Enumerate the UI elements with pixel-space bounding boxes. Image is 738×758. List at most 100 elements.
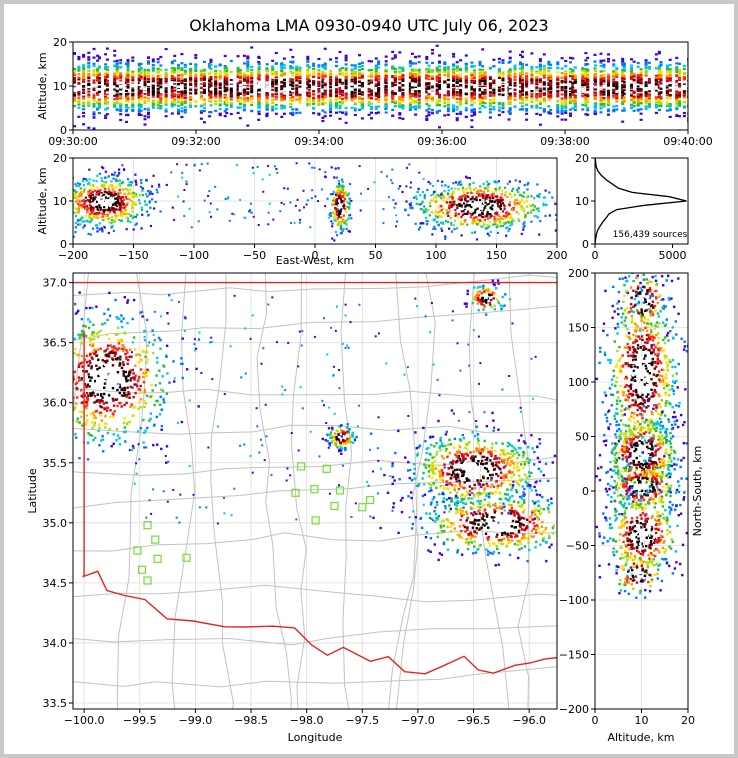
time-source-cell — [470, 94, 474, 97]
time-source-cell — [443, 94, 447, 97]
time-source-cell — [229, 91, 233, 94]
time-source-cell — [377, 87, 381, 90]
time-source-cell — [159, 95, 163, 98]
time-source-cell — [401, 86, 405, 89]
time-source-cell — [257, 69, 261, 72]
time-source-cell — [556, 109, 560, 112]
time-source-cell — [82, 108, 86, 111]
time-source-cell — [632, 60, 636, 63]
time-source-cell — [665, 97, 669, 100]
time-source-cell — [335, 89, 338, 92]
time-source-cell — [417, 92, 421, 95]
time-source-cell — [560, 72, 564, 75]
time-source-cell — [455, 101, 459, 104]
time-source-cell — [335, 57, 338, 60]
time-source-cell — [525, 109, 529, 112]
time-source-cell — [573, 74, 577, 77]
time-source-cell — [298, 111, 302, 114]
time-source-cell — [189, 74, 193, 77]
time-source-cell — [298, 75, 302, 78]
time-source-cell — [657, 71, 661, 74]
time-source-cell — [659, 74, 663, 77]
time-source-cell — [384, 85, 388, 88]
time-source-cell — [492, 108, 496, 111]
time-source-cell — [307, 97, 311, 100]
time-source-cell — [87, 103, 91, 106]
time-source-cell — [374, 72, 378, 75]
time-source-cell — [573, 90, 577, 93]
time-source-cell — [446, 69, 450, 72]
time-source-cell — [602, 93, 606, 96]
time-source-cell — [508, 97, 512, 100]
time-source-cell — [170, 101, 174, 104]
time-source-cell — [225, 103, 229, 107]
time-source-cell — [282, 98, 286, 102]
time-source-cell — [335, 111, 338, 114]
time-source-cell — [459, 97, 463, 101]
time-source-cell — [417, 74, 421, 77]
time-source-cell — [521, 55, 524, 58]
time-source-cell — [274, 74, 278, 77]
time-source-cell — [478, 99, 482, 102]
time-source-cell — [250, 77, 254, 80]
time-source-cell — [573, 77, 577, 80]
time-source-cell — [353, 82, 357, 85]
time-source-cell — [143, 88, 147, 91]
time-source-cell — [374, 92, 378, 95]
time-source-cell — [401, 76, 405, 79]
time-source-cell — [180, 110, 184, 113]
time-source-cell — [250, 109, 254, 112]
time-source-cell — [115, 75, 119, 78]
time-source-cell — [338, 101, 342, 104]
time-source-cell — [435, 111, 439, 114]
time-source-cell — [274, 107, 278, 110]
time-source-cell — [564, 64, 568, 68]
time-source-cell — [525, 85, 529, 88]
time-source-cell — [104, 75, 108, 78]
time-source-cell — [564, 111, 568, 114]
time-source-cell — [131, 76, 135, 79]
time-source-cell — [483, 75, 487, 78]
time-source-cell — [377, 72, 381, 75]
time-source-cell — [119, 102, 123, 105]
time-source-cell — [452, 53, 456, 56]
time-source-cell — [335, 102, 338, 105]
time-source-cell — [549, 86, 553, 89]
time-source-cell — [367, 97, 371, 100]
time-source-cell — [501, 107, 505, 110]
time-source-cell — [602, 77, 606, 80]
time-source-cell — [119, 90, 123, 93]
time-source-cell — [470, 61, 474, 64]
time-source-cell — [126, 68, 130, 71]
time-source-cell — [218, 84, 222, 87]
time-source-cell — [497, 86, 501, 89]
time-source-cell — [164, 48, 168, 51]
time-source-cell — [282, 97, 286, 100]
time-source-cell — [229, 103, 233, 106]
time-source-cell — [321, 78, 325, 81]
time-source-cell — [481, 48, 485, 51]
time-source-cell — [446, 67, 450, 70]
time-source-cell — [236, 111, 240, 114]
time-source-cell — [295, 84, 299, 87]
time-source-cell — [73, 72, 76, 75]
time-source-cell — [607, 87, 610, 90]
time-source-cell — [312, 112, 316, 115]
time-source-cell — [538, 80, 542, 84]
time-source-cell — [497, 92, 501, 95]
time-source-cell — [519, 63, 522, 66]
time-source-cell — [143, 97, 147, 100]
time-source-cell — [508, 77, 512, 80]
time-source-cell — [209, 63, 213, 66]
time-source-cell — [353, 113, 357, 117]
time-source-cell — [209, 104, 213, 107]
time-source-cell — [431, 99, 434, 102]
time-source-cell — [593, 109, 597, 112]
time-source-cell — [194, 85, 198, 88]
time-source-cell — [621, 120, 625, 123]
time-source-cell — [374, 112, 378, 115]
time-source-cell — [607, 78, 610, 81]
time-source-cell — [350, 78, 354, 81]
time-source-cell — [455, 81, 459, 84]
time-source-cell — [151, 86, 155, 89]
